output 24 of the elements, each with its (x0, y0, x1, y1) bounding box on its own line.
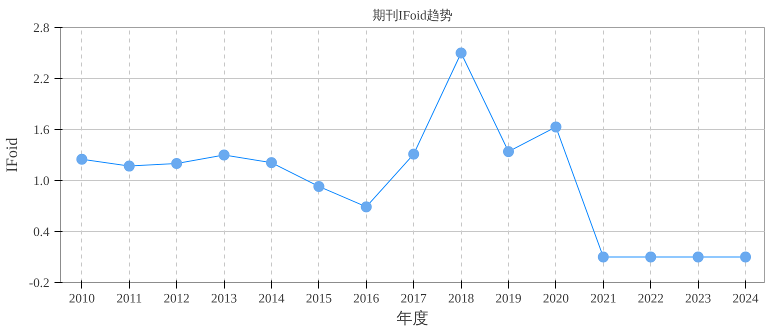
x-tick-label: 2012 (164, 290, 190, 306)
y-tick-label: 2.8 (33, 20, 50, 35)
x-tick-label: 2016 (353, 290, 380, 306)
x-tick-label: 2021 (590, 290, 616, 306)
y-tick-label: -0.2 (28, 275, 50, 290)
y-tick-label: 1.0 (33, 173, 50, 188)
x-tick-label: 2024 (732, 290, 760, 306)
y-tick-label: 0.4 (33, 224, 50, 239)
x-tick-label: 2013 (211, 290, 238, 306)
x-tick-label: 2014 (258, 290, 285, 306)
x-tick-label: 2022 (638, 290, 664, 306)
x-tick-label: 2017 (400, 290, 428, 306)
y-axis-title: IFoid (4, 138, 21, 172)
x-tick-label: 2010 (68, 290, 95, 306)
chart-title: 期刊IFoid趋势 (372, 8, 453, 22)
x-tick-label: 2023 (685, 290, 712, 306)
x-tick-label: 2020 (542, 290, 569, 306)
x-tick-label: 2015 (306, 290, 332, 306)
y-tick-label: 2.2 (33, 71, 50, 86)
x-tick-label: 2018 (448, 290, 474, 306)
x-tick-label: 2019 (496, 290, 522, 306)
x-axis-title: 年度 (396, 310, 428, 328)
x-tick-label: 2011 (116, 290, 142, 306)
y-tick-label: 1.6 (33, 122, 50, 137)
